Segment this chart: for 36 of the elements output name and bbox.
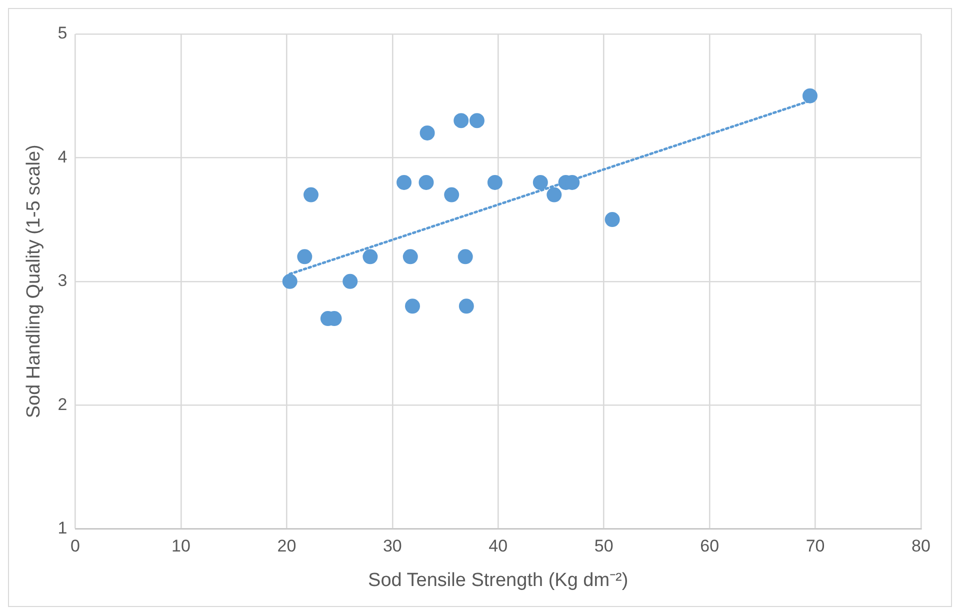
point	[458, 249, 473, 264]
x-axis-title: Sod Tensile Strength (Kg dm⁻²)	[368, 570, 628, 591]
point	[362, 249, 378, 264]
point	[546, 187, 562, 202]
x-tick-label: 10	[172, 536, 190, 556]
point	[454, 113, 469, 128]
x-tick-label: 50	[594, 536, 614, 556]
point	[444, 187, 460, 202]
x-tick-label: 60	[700, 536, 720, 556]
point	[458, 298, 474, 314]
y-tick-label: 4	[58, 147, 68, 166]
y-tick-label: 3	[58, 271, 68, 290]
point	[404, 298, 420, 314]
point	[342, 274, 358, 289]
point	[487, 174, 502, 190]
y-tick-label: 1	[58, 518, 68, 538]
y-axis-title: Sod Handling Quality (1-5 scale)	[24, 144, 45, 418]
x-tick-label: 70	[806, 536, 825, 556]
x-tick-label: 80	[912, 536, 930, 556]
point	[282, 274, 298, 289]
point	[396, 174, 412, 190]
point	[802, 88, 818, 104]
point	[604, 212, 620, 228]
point	[304, 187, 319, 202]
point	[469, 113, 484, 128]
point	[418, 174, 434, 190]
x-tick-label: 40	[488, 536, 508, 556]
x-tick-label: 20	[277, 536, 296, 556]
y-tick-label: 5	[58, 24, 68, 43]
point	[532, 174, 548, 190]
y-tick-label: 2	[58, 394, 68, 414]
point	[420, 125, 435, 140]
point	[402, 249, 418, 264]
x-tick-label: 0	[70, 536, 80, 556]
x-tick-label: 30	[382, 536, 402, 556]
point	[297, 249, 312, 264]
